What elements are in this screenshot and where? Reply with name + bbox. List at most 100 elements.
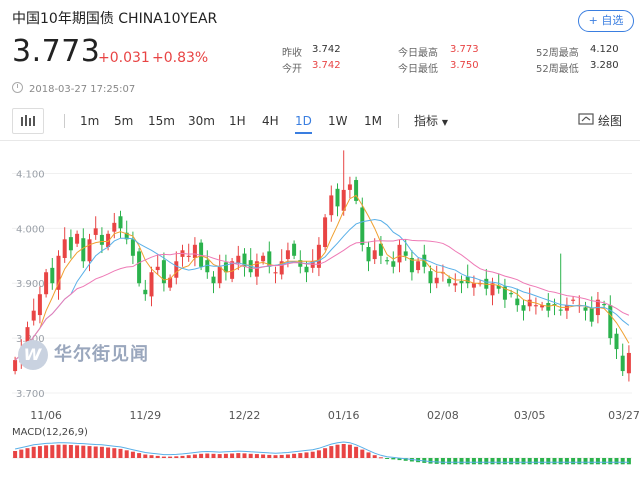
candle-body bbox=[13, 360, 18, 372]
macd-histogram-bar bbox=[471, 458, 476, 465]
macd-histogram-bar bbox=[490, 458, 495, 465]
candle-body bbox=[316, 244, 321, 268]
macd-histogram-bar bbox=[62, 444, 67, 458]
candle-body bbox=[602, 304, 607, 306]
period-1d[interactable]: 1D bbox=[295, 108, 312, 134]
macd-histogram-bar bbox=[118, 448, 123, 458]
macd-histogram-bar bbox=[484, 458, 489, 465]
macd-histogram-bar bbox=[533, 458, 538, 465]
candle-body bbox=[93, 228, 98, 235]
macd-histogram-bar bbox=[137, 453, 142, 458]
macd-histogram-bar bbox=[75, 445, 80, 458]
macd-histogram-bar bbox=[223, 453, 228, 458]
period-1mo[interactable]: 1M bbox=[364, 114, 382, 128]
candle-body bbox=[62, 239, 67, 258]
candle-body bbox=[490, 283, 495, 296]
y-tick-label: 3.800 bbox=[16, 334, 45, 345]
stat-label-prev-close: 昨收 bbox=[282, 48, 302, 59]
watermark-logo-icon: W bbox=[18, 340, 48, 370]
candle-body bbox=[434, 277, 439, 284]
macd-histogram-bar bbox=[285, 454, 290, 458]
candle-body bbox=[502, 286, 507, 300]
macd-histogram-bar bbox=[502, 458, 507, 465]
x-tick-label: 03/27 bbox=[608, 409, 640, 422]
candle-body bbox=[515, 298, 520, 306]
candle-body bbox=[608, 305, 613, 339]
period-5m[interactable]: 5m bbox=[114, 114, 134, 128]
x-tick-label: 11/29 bbox=[129, 409, 161, 422]
macd-histogram-bar bbox=[316, 450, 321, 458]
price-chart[interactable]: 4.100 4.000 3.900 3.800 3.700 11/06 11/29 12/22… bbox=[0, 142, 640, 504]
period-1h[interactable]: 1H bbox=[229, 114, 246, 128]
candle-body bbox=[354, 180, 359, 201]
candle-body bbox=[124, 232, 129, 240]
add-to-watchlist-button[interactable]: + 自选 bbox=[578, 10, 634, 32]
candle-body bbox=[292, 243, 297, 256]
macd-histogram-bar bbox=[546, 458, 551, 465]
macd-histogram-bar bbox=[161, 456, 166, 458]
last-price: 3.773 bbox=[12, 34, 101, 69]
candle-body bbox=[496, 285, 501, 289]
macd-histogram-bar bbox=[130, 451, 135, 458]
macd-histogram-bar bbox=[174, 456, 179, 458]
candlestick-icon bbox=[21, 115, 35, 126]
macd-histogram-bar bbox=[496, 458, 501, 465]
macd-histogram-bar bbox=[180, 455, 185, 458]
draw-icon bbox=[578, 113, 594, 125]
macd-histogram-bar bbox=[341, 444, 346, 458]
macd-histogram-bar bbox=[267, 454, 272, 458]
chart-type-button[interactable] bbox=[12, 108, 44, 134]
macd-histogram-bar bbox=[577, 458, 582, 465]
toolbar-divider bbox=[64, 114, 65, 128]
macd-histogram-bar bbox=[323, 448, 328, 458]
macd-signal-line bbox=[14, 441, 629, 463]
macd-histogram-bar bbox=[360, 449, 365, 458]
draw-button[interactable]: 绘图 bbox=[578, 108, 622, 134]
candle-body bbox=[341, 189, 346, 211]
moving-average-line bbox=[14, 194, 630, 361]
period-30m[interactable]: 30m bbox=[188, 114, 215, 128]
stat-label-day-high: 今日最高 bbox=[398, 48, 438, 59]
candle-body bbox=[199, 242, 204, 267]
candle-body bbox=[75, 233, 80, 244]
candle-body bbox=[533, 305, 538, 307]
candle-body bbox=[161, 260, 166, 284]
macd-histogram-bar bbox=[564, 458, 569, 465]
macd-histogram-bar bbox=[211, 453, 216, 458]
candle-body bbox=[546, 302, 551, 311]
macd-histogram-bar bbox=[403, 458, 408, 461]
candle-body bbox=[25, 327, 30, 347]
macd-histogram-bar bbox=[378, 457, 383, 459]
candle-body bbox=[391, 261, 396, 267]
draw-label: 绘图 bbox=[598, 114, 623, 128]
macd-histogram-bar bbox=[478, 458, 483, 465]
macd-histogram-bar bbox=[19, 449, 24, 458]
candle-body bbox=[99, 234, 104, 245]
macd-histogram-bar bbox=[608, 458, 613, 465]
macd-histogram-bar bbox=[453, 458, 458, 465]
stat-label-52w-high: 52周最高 bbox=[536, 48, 579, 59]
candle-body bbox=[366, 247, 371, 262]
macd-histogram-bar bbox=[13, 451, 18, 458]
candle-body bbox=[453, 283, 458, 286]
price-change-pct: +0.83% bbox=[152, 50, 209, 66]
macd-histogram-bar bbox=[99, 446, 104, 458]
macd-histogram-bar bbox=[37, 446, 42, 458]
period-1w[interactable]: 1W bbox=[328, 114, 348, 128]
macd-histogram-bar bbox=[366, 452, 371, 458]
candle-body bbox=[589, 308, 594, 322]
period-4h[interactable]: 4H bbox=[262, 114, 279, 128]
macd-histogram-bar bbox=[186, 455, 191, 458]
macd-histogram-bar bbox=[50, 445, 55, 458]
macd-histogram-bar bbox=[583, 458, 588, 465]
y-tick-label: 4.100 bbox=[16, 169, 45, 180]
period-1m[interactable]: 1m bbox=[80, 114, 100, 128]
macd-histogram-bar bbox=[155, 455, 160, 458]
macd-histogram-bar bbox=[273, 455, 278, 458]
macd-histogram-bar bbox=[385, 458, 390, 459]
macd-histogram-bar bbox=[106, 447, 111, 458]
candle-body bbox=[174, 261, 179, 278]
macd-histogram-bar bbox=[168, 456, 173, 458]
period-15m[interactable]: 15m bbox=[148, 114, 175, 128]
indicator-dropdown[interactable]: 指标 ▼ bbox=[414, 108, 448, 134]
